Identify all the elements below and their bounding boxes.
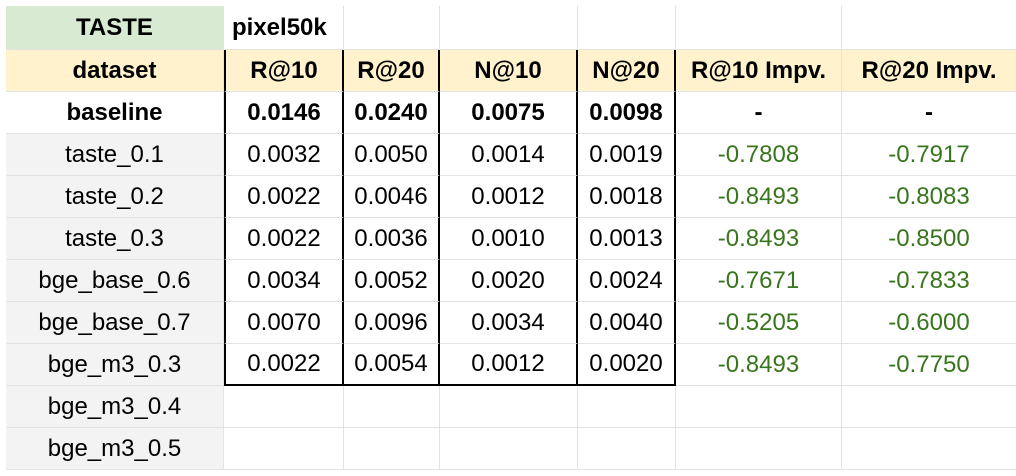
n10-cell[interactable]: 0.0010 [440,218,578,260]
n10-cell[interactable]: 0.0012 [440,176,578,218]
dataset-name-cell[interactable]: taste_0.3 [6,218,224,260]
r10-cell[interactable]: 0.0022 [224,344,344,386]
n20-cell[interactable]: 0.0024 [578,260,676,302]
header-r10[interactable]: R@10 [224,50,344,92]
n20-cell[interactable]: 0.0013 [578,218,676,260]
r10-cell[interactable]: 0.0022 [224,218,344,260]
r10-cell[interactable] [224,386,344,428]
r20-impv-cell[interactable]: -0.6000 [842,302,1016,344]
header-r20[interactable]: R@20 [344,50,440,92]
r10-impv-cell[interactable] [676,428,842,470]
n20-cell[interactable]: 0.0018 [578,176,676,218]
table-row: bge_m3_0.4 [0,386,1016,428]
header-n10[interactable]: N@10 [440,50,578,92]
r10-impv-cell[interactable]: -0.5205 [676,302,842,344]
r10-impv-cell[interactable]: -0.8493 [676,176,842,218]
n10-cell[interactable]: 0.0034 [440,302,578,344]
sheet-title-cell[interactable]: TASTE [6,6,224,50]
n20-cell[interactable] [578,428,676,470]
r20-impv-cell[interactable]: -0.7750 [842,344,1016,386]
baseline-label[interactable]: baseline [6,92,224,134]
r20-cell[interactable]: 0.0046 [344,176,440,218]
r20-impv-cell[interactable]: -0.8500 [842,218,1016,260]
baseline-r20[interactable]: 0.0240 [344,92,440,134]
r20-cell[interactable]: 0.0050 [344,134,440,176]
n20-cell[interactable]: 0.0040 [578,302,676,344]
header-n20[interactable]: N@20 [578,50,676,92]
header-dataset[interactable]: dataset [6,50,224,92]
header-r10-impv[interactable]: R@10 Impv. [676,50,842,92]
r20-cell[interactable] [344,386,440,428]
r20-impv-cell[interactable] [842,428,1016,470]
dataset-name-cell[interactable]: taste_0.1 [6,134,224,176]
r10-impv-cell[interactable]: -0.7671 [676,260,842,302]
header-r20-impv[interactable]: R@20 Impv. [842,50,1016,92]
n20-cell[interactable]: 0.0020 [578,344,676,386]
table-row: bge_m3_0.5 [0,428,1016,470]
r20-impv-cell[interactable]: -0.7917 [842,134,1016,176]
r20-cell[interactable]: 0.0036 [344,218,440,260]
r10-impv-cell[interactable]: -0.7808 [676,134,842,176]
baseline-r10[interactable]: 0.0146 [224,92,344,134]
header-row: dataset R@10 R@20 N@10 N@20 R@10 Impv. R… [0,50,1016,92]
dataset-name-cell[interactable]: bge_m3_0.3 [6,344,224,386]
r20-cell[interactable]: 0.0052 [344,260,440,302]
baseline-r10-impv[interactable]: - [676,92,842,134]
table-row: taste_0.2 0.0022 0.0046 0.0012 0.0018 -0… [0,176,1016,218]
empty-cell[interactable] [344,6,440,50]
dataset-name-cell[interactable]: bge_m3_0.5 [6,428,224,470]
r10-impv-cell[interactable]: -0.8493 [676,218,842,260]
r10-cell[interactable]: 0.0022 [224,176,344,218]
r20-impv-cell[interactable] [842,386,1016,428]
r20-impv-cell[interactable]: -0.8083 [842,176,1016,218]
r10-impv-cell[interactable] [676,386,842,428]
empty-cell[interactable] [440,6,578,50]
empty-cell[interactable] [578,6,676,50]
r10-cell[interactable]: 0.0070 [224,302,344,344]
n10-cell[interactable]: 0.0012 [440,344,578,386]
r10-cell[interactable] [224,428,344,470]
r10-cell[interactable]: 0.0034 [224,260,344,302]
baseline-r20-impv[interactable]: - [842,92,1016,134]
dataset-name-cell[interactable]: bge_base_0.7 [6,302,224,344]
table-row: bge_base_0.7 0.0070 0.0096 0.0034 0.0040… [0,302,1016,344]
n20-cell[interactable] [578,386,676,428]
r20-impv-cell[interactable]: -0.7833 [842,260,1016,302]
r10-cell[interactable]: 0.0032 [224,134,344,176]
dataset-name-cell[interactable]: bge_m3_0.4 [6,386,224,428]
r20-cell[interactable]: 0.0096 [344,302,440,344]
r20-cell[interactable]: 0.0054 [344,344,440,386]
baseline-n10[interactable]: 0.0075 [440,92,578,134]
n20-cell[interactable]: 0.0019 [578,134,676,176]
baseline-n20[interactable]: 0.0098 [578,92,676,134]
table-row: bge_m3_0.3 0.0022 0.0054 0.0012 0.0020 -… [0,344,1016,386]
table-row: taste_0.3 0.0022 0.0036 0.0010 0.0013 -0… [0,218,1016,260]
title-row: TASTE pixel50k [0,6,1016,50]
dataset-name-cell[interactable]: taste_0.2 [6,176,224,218]
empty-cell[interactable] [842,6,1016,50]
table-row: taste_0.1 0.0032 0.0050 0.0014 0.0019 -0… [0,134,1016,176]
r20-cell[interactable] [344,428,440,470]
n10-cell[interactable] [440,428,578,470]
n10-cell[interactable]: 0.0014 [440,134,578,176]
baseline-row: baseline 0.0146 0.0240 0.0075 0.0098 - - [0,92,1016,134]
r10-impv-cell[interactable]: -0.8493 [676,344,842,386]
n10-cell[interactable]: 0.0020 [440,260,578,302]
empty-cell[interactable] [676,6,842,50]
dataset-name-cell[interactable]: bge_base_0.6 [6,260,224,302]
sheet-subtitle-cell[interactable]: pixel50k [224,6,344,50]
table-row: bge_base_0.6 0.0034 0.0052 0.0020 0.0024… [0,260,1016,302]
n10-cell[interactable] [440,386,578,428]
